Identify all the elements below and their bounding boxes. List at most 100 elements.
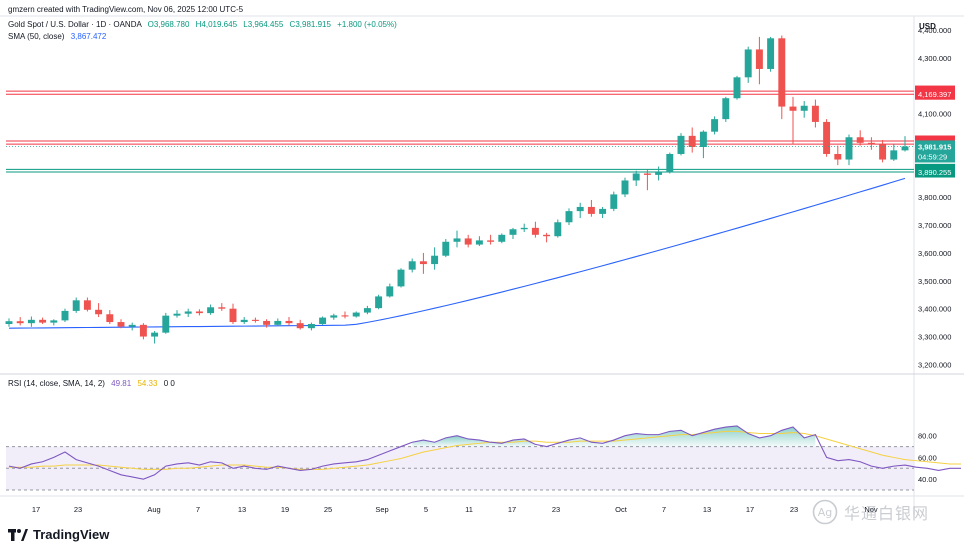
candles [5,35,909,344]
candle [229,303,237,325]
time-tick-label: 7 [662,505,666,514]
candle [139,323,147,340]
candle-body [83,300,91,310]
time-axis: 17 23 Aug 7 13 19 25 Sep 5 11 17 23 Oct 7 13 17 23 Nov [32,505,878,514]
candle [263,319,271,328]
candle [39,317,47,325]
candle-body [711,119,719,132]
currency-label[interactable]: USD [919,22,936,31]
candle-body [543,234,551,237]
tradingview-logo-icon [8,528,28,541]
candle-body [95,309,103,315]
symbol-legend[interactable]: Gold Spot / U.S. Dollar · 1D · OANDA O3,… [8,20,397,29]
rsi-tick-label: 60.00 [918,453,937,462]
candle-body [621,180,629,195]
rsi-value: 49.81 [111,379,132,388]
candle [307,322,315,331]
levels: 4,180.6884,169.3974,001.5523,990.2293,89… [6,85,955,178]
sma-50-line [8,177,906,329]
candle-body [733,77,741,99]
candle [151,330,159,344]
candle-body [285,320,293,324]
candle [173,310,181,318]
candle [666,152,674,174]
candle [117,319,125,329]
candle-body [823,121,831,154]
rsi-legend[interactable]: RSI (14, close, SMA, 14, 2) 49.81 54.33 … [8,379,175,388]
candle-body [363,308,371,313]
candle-body [139,324,147,337]
candle [587,199,595,217]
sma-legend[interactable]: SMA (50, close) 3,867.472 [8,32,106,41]
candle [341,311,349,319]
level-tag-bg [915,166,955,178]
candle [375,294,383,310]
candle-body [610,194,618,209]
rsi-extra: 0 0 [163,379,175,388]
candle [733,75,741,100]
candle-body [296,323,304,329]
candle-body [856,137,864,143]
candle-body [431,255,439,265]
level-price-tag: 3,890.255 [915,166,955,178]
time-tick-label: 23 [552,505,560,514]
rsi-band-background [6,446,914,490]
candle [699,130,707,159]
candle-body [643,173,651,175]
chart-header: gmzern created with TradingView.com, Nov… [8,5,243,14]
price-axis: 3,200.000 3,300.000 3,400.000 3,500.000 3,60… [918,26,951,369]
candle [610,191,618,212]
candle-body [419,261,427,265]
candle [218,303,226,311]
candle-body [240,319,248,323]
time-tick-label: 19 [281,505,289,514]
candle [845,134,853,166]
candle [453,230,461,248]
candle-body [5,321,13,325]
candle-body [117,322,125,327]
candle [755,36,763,85]
rsi-line [8,425,961,480]
sma-label: SMA (50, close) [8,32,65,41]
time-tick-label: Sep [375,505,388,514]
candle [834,145,842,166]
candle [722,96,730,122]
candle [61,308,69,323]
candle [330,313,338,320]
candle-body [666,153,674,173]
candle [890,144,898,161]
candle-body [632,173,640,181]
candle-body [39,319,47,323]
candle-body [744,49,752,78]
price-tick-label: 3,700.000 [918,221,951,230]
candle-body [408,261,416,270]
candle-body [845,137,853,160]
candle [16,317,24,326]
candle [498,233,506,244]
level-tag-bg [915,88,955,100]
candle [442,238,450,258]
time-tick-label: 7 [196,505,200,514]
time-tick-label: 13 [703,505,711,514]
candle [162,312,170,334]
candle [251,317,259,323]
sma-value: 3,867.472 [70,32,107,41]
candle-body [531,227,539,235]
candle-body [319,317,327,325]
candle-body [587,206,595,214]
candle [128,322,136,331]
candle [431,247,439,270]
candle [677,133,685,156]
candle-body [655,172,663,175]
candle-body [755,49,763,69]
ohlc-high: H4,019.645 [195,20,238,29]
candle [811,99,819,128]
tradingview-logo[interactable]: TradingView [8,527,109,542]
last-price-countdown: 04:59:29 [918,152,947,161]
time-tick-label: Oct [615,505,628,514]
candle-body [128,324,136,327]
candle-body [464,238,472,245]
level-tag-label: 4,169.397 [918,90,951,99]
